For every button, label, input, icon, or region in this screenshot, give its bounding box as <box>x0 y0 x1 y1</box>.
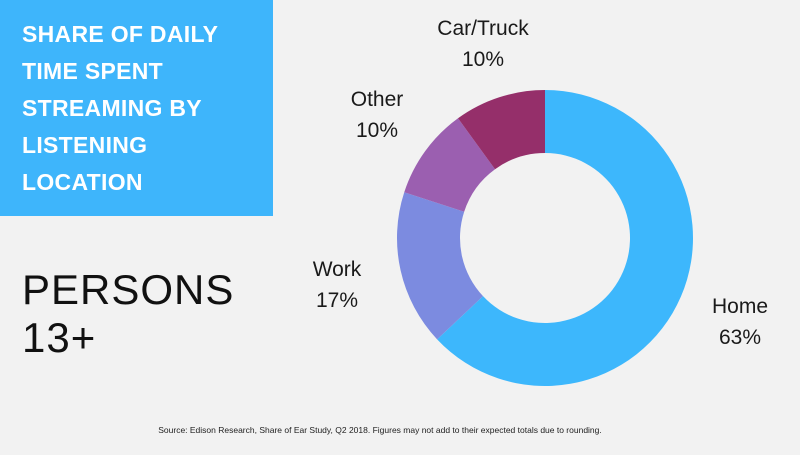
audience-label: PERSONS 13+ <box>22 266 235 361</box>
donut-slice-other <box>404 118 496 212</box>
slice-value-other: 10% <box>355 119 399 142</box>
donut-slice-home <box>437 90 693 386</box>
slice-value-home: 63% <box>718 326 762 349</box>
slice-name-home: Home <box>711 295 769 318</box>
title-box: SHARE OF DAILY TIME SPENT STREAMING BY L… <box>0 0 273 216</box>
slice-value-work: 17% <box>315 289 359 312</box>
slice-label-work: Work 17% <box>300 254 374 316</box>
slice-label-car-truck: Car/Truck 10% <box>420 13 546 75</box>
slice-name-car-truck: Car/Truck <box>437 17 529 40</box>
slice-label-home: Home 63% <box>698 291 782 353</box>
slice-value-car-truck: 10% <box>461 48 505 71</box>
donut-slice-car-truck <box>458 90 545 170</box>
source-note: Source: Edison Research, Share of Ear St… <box>158 425 602 435</box>
slice-name-other: Other <box>350 88 404 111</box>
slice-label-other: Other 10% <box>334 84 420 146</box>
slice-name-work: Work <box>312 258 362 281</box>
chart-title: SHARE OF DAILY TIME SPENT STREAMING BY L… <box>22 21 218 195</box>
donut-slice-work <box>397 192 484 340</box>
